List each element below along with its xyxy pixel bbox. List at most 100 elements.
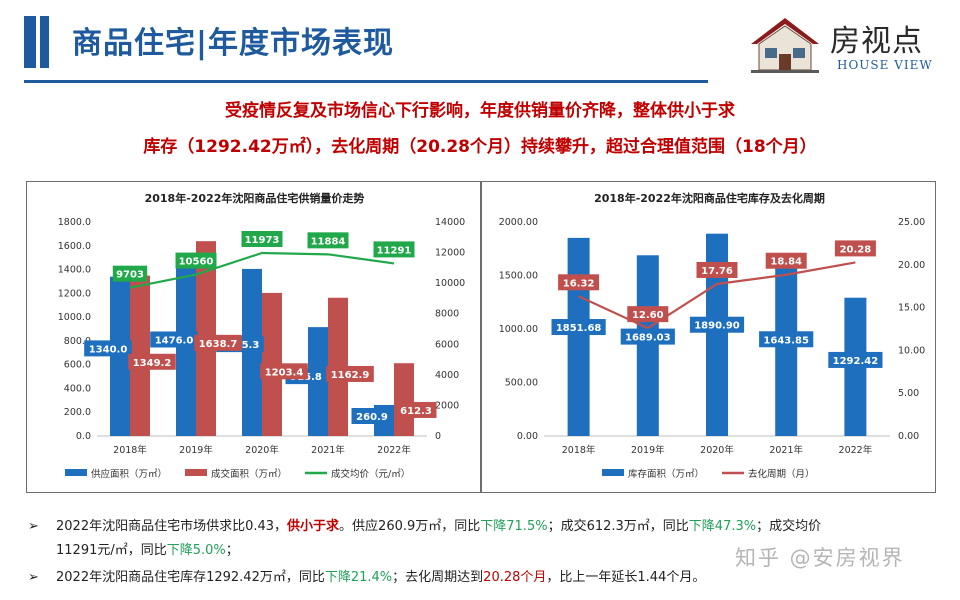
bar-data-label: 1638.7 (199, 339, 238, 350)
line-data-label: 10560 (179, 257, 214, 268)
legend-label: 成交面积（万㎡） (211, 468, 287, 480)
bullet-1: ➢ 2022年沈阳商品住宅市场供求比0.43，供小于求。供应260.9万㎡，同比下… (28, 515, 928, 539)
bullet-1-text-4: ；成交均价 (756, 519, 822, 534)
line-data-label: 17.76 (701, 266, 733, 277)
bar-data-label-box (194, 334, 242, 351)
headline-2: 库存（1292.42万㎡），去化周期（20.28个月）持续攀升，超过合理值范围（… (143, 137, 817, 157)
x-tick-label: 2022年 (377, 444, 411, 456)
line-data-label: 18.84 (770, 257, 802, 268)
x-tick-label: 2019年 (179, 444, 213, 456)
bar-data-label: 1203.4 (265, 367, 304, 378)
x-tick-label: 2021年 (769, 444, 803, 456)
x-tick-label: 2022年 (839, 444, 873, 456)
bar-data-label-box (395, 401, 437, 418)
bar (636, 255, 659, 436)
bullet-1-continued: 11291元/㎡，同比下降5.0%； (56, 539, 239, 563)
watermark: 知乎 @安房视界 (735, 546, 905, 570)
bullet-1-text-1: 2022年沈阳商品住宅市场供求比0.43， (56, 519, 288, 534)
legend-label: 成交均价（元/㎡） (331, 468, 410, 480)
y-left-tick-label: 800.0 (64, 336, 91, 347)
bullet-1-text-2: 。供应260.9万㎡，同比 (339, 519, 481, 534)
bar-data-label-box (620, 328, 675, 345)
y-right-tick-label: 0 (435, 431, 441, 442)
y-left-tick-label: 2000.00 (499, 217, 538, 228)
y-right-tick-label: 2000 (435, 400, 459, 411)
y-left-tick-label: 500.00 (505, 378, 538, 389)
bar-data-label: 1349.2 (133, 358, 172, 369)
y-right-tick-label: 4000 (435, 370, 459, 381)
series-line (578, 261, 856, 330)
x-tick-label: 2018年 (113, 444, 147, 456)
bar-data-label: 1340.0 (89, 344, 128, 355)
series-line (129, 251, 395, 289)
line-data-label: 11884 (311, 236, 346, 247)
line-data-label-box (558, 274, 600, 291)
y-left-tick-label: 1600.0 (58, 241, 91, 252)
x-tick-label: 2021年 (311, 444, 345, 456)
legend-label: 供应面积（万㎡） (91, 468, 167, 480)
y-right-tick-label: 8000 (435, 309, 459, 320)
line-data-label: 11973 (245, 235, 280, 246)
line-data-label: 16.32 (563, 278, 595, 289)
bullet-2-text-2: ；去化周期达到 (392, 570, 484, 585)
bar-data-label: 1689.03 (625, 333, 671, 344)
bar (775, 260, 798, 436)
bar-data-label: 1643.85 (763, 335, 809, 346)
y-right-tick-label: 6000 (435, 339, 459, 350)
y-left-tick-label: 1400.0 (58, 265, 91, 276)
bar-data-label-box (150, 331, 198, 348)
y-right-tick-label: 10000 (435, 278, 465, 289)
bullet-1-text-6: ； (225, 543, 239, 558)
legend-swatch (602, 469, 624, 476)
house-icon (751, 18, 819, 73)
y-left-tick-label: 1800.0 (58, 217, 91, 228)
x-tick-label: 2020年 (700, 444, 734, 456)
line-data-label-box (307, 232, 349, 249)
bar-data-label-box (689, 316, 745, 333)
y-right-tick-label: 0.00 (898, 431, 919, 442)
header-accent-bar-wide (24, 16, 36, 68)
x-tick-label: 2018年 (562, 444, 596, 456)
legend-swatch (65, 469, 87, 476)
line-data-label-box (241, 230, 283, 247)
bar-data-label-box (351, 408, 393, 424)
logo-subtitle: HOUSE VIEW (837, 58, 933, 72)
bar-data-label: 1476.0 (155, 335, 194, 346)
header-accent-bar-narrow (40, 16, 49, 68)
bullet-2-text-1: 2022年沈阳商品住宅库存1292.42万㎡，同比 (56, 570, 325, 585)
y-right-tick-label: 12000 (435, 248, 465, 259)
line-data-label-box (175, 252, 217, 269)
line-data-label-box (696, 261, 738, 278)
bullet-2-text-3: ，比上一年延长1.44个月。 (546, 570, 706, 585)
bullet-arrow-icon: ➢ (28, 519, 39, 534)
y-left-tick-label: 0.0 (76, 431, 91, 442)
header-accent-bars (24, 16, 52, 68)
y-left-tick-label: 1500.00 (499, 271, 538, 282)
y-left-tick-label: 1200.0 (58, 288, 91, 299)
bullet-1-highlight: 供小于求 (287, 519, 340, 534)
bar-data-label: 260.9 (356, 412, 388, 423)
bullet-arrow-icon: ➢ (28, 570, 39, 585)
bullet-1-text-5: 11291元/㎡，同比 (56, 543, 167, 558)
x-tick-label: 2020年 (245, 444, 279, 456)
y-right-tick-label: 20.00 (898, 260, 925, 271)
legend-label: 去化周期（月） (748, 468, 815, 480)
headline-1: 受疫情反复及市场信心下行影响，年度供销量价齐降，整体供小于求 (225, 101, 735, 121)
x-tick-label: 2019年 (631, 444, 665, 456)
bar-data-label: 1292.42 (833, 356, 879, 367)
y-right-tick-label: 25.00 (898, 217, 925, 228)
y-right-tick-label: 10.00 (898, 345, 925, 356)
line-data-label-box (373, 241, 415, 258)
bar-data-label: 612.3 (400, 406, 432, 417)
legend-label: 库存面积（万㎡） (628, 468, 704, 480)
line-data-label: 20.28 (840, 244, 872, 255)
y-left-tick-label: 200.0 (64, 407, 91, 418)
y-right-tick-label: 5.00 (898, 388, 919, 399)
line-data-label-box (627, 306, 669, 323)
line-data-label: 9703 (116, 270, 144, 281)
bullet-2-cycle-value: 20.28个月 (483, 570, 547, 585)
bar-data-label-box (326, 365, 374, 382)
bar-data-label-box (260, 363, 308, 380)
bar (567, 237, 590, 436)
bar-data-label-box (551, 319, 606, 336)
